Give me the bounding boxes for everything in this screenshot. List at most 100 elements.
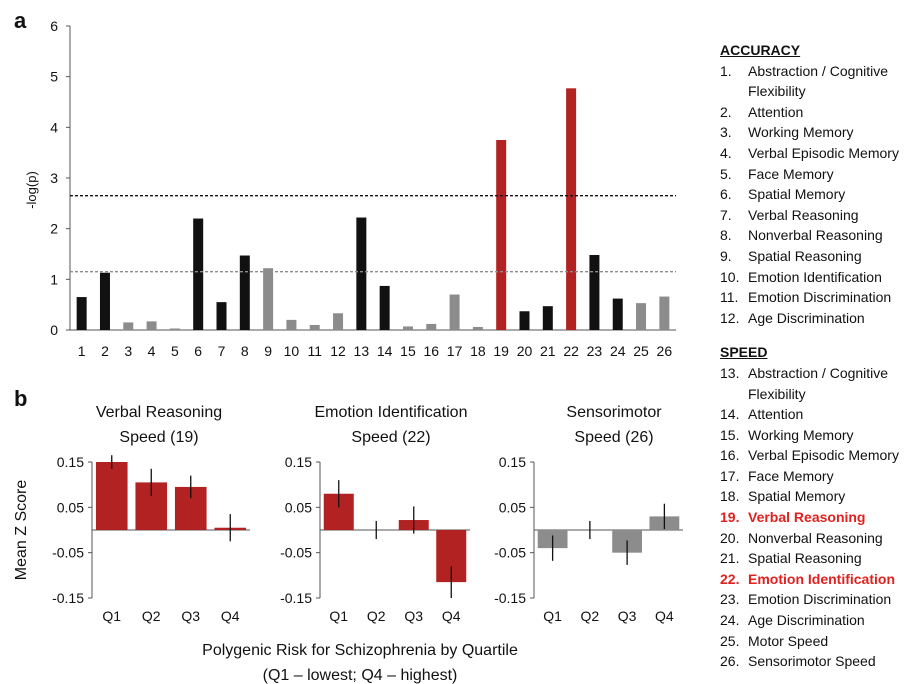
panel-b2-x-tick-label: Q3 bbox=[404, 608, 423, 624]
panel-a-x-tick-label: 11 bbox=[307, 343, 322, 359]
panel-a-x-tick-label: 25 bbox=[633, 343, 649, 359]
panel-a-x-tick-label: 5 bbox=[171, 343, 179, 359]
legend-accuracy-item-label: Spatial Reasoning bbox=[748, 247, 862, 264]
panel-a-x-tick-label: 13 bbox=[354, 343, 370, 359]
panel-a-x-tick-label: 1 bbox=[78, 343, 86, 359]
legend-accuracy-item-label: Working Memory bbox=[748, 124, 854, 141]
legend-accuracy-item-3: 3. Working Memory bbox=[720, 122, 919, 143]
panel-a-bar-24 bbox=[612, 298, 623, 330]
panel-b3-y-tick-label: -0.05 bbox=[494, 545, 526, 561]
legend-accuracy-item-2: 2. Attention bbox=[720, 102, 919, 123]
legend-accuracy-item-7: 7. Verbal Reasoning bbox=[720, 205, 919, 226]
legend-speed-item-label: Attention bbox=[748, 406, 804, 423]
legend-speed-item-3: 15. Working Memory bbox=[720, 425, 919, 446]
panel-b3-x-tick-label: Q3 bbox=[618, 608, 637, 624]
panel-a-bar-18 bbox=[472, 326, 483, 330]
panel-b1-title-line-2: Speed (19) bbox=[119, 429, 198, 446]
legend-accuracy-item-label: Nonverbal Reasoning bbox=[748, 227, 883, 244]
legend-speed-item-4: 16. Verbal Episodic Memory bbox=[720, 445, 919, 466]
panel-a-bar-7 bbox=[216, 302, 227, 330]
panel-a-bar-8 bbox=[239, 255, 250, 330]
legend-accuracy-item-11: 11. Emotion Discrimination bbox=[720, 287, 919, 308]
legend-speed-heading: SPEED bbox=[720, 344, 768, 361]
legend-speed-item-number: 18. bbox=[720, 488, 740, 505]
legend-speed-item-number: 20. bbox=[720, 529, 740, 546]
legend-speed-item-label: Emotion Identification bbox=[748, 570, 895, 587]
panel-a-x-tick-label: 16 bbox=[423, 343, 439, 359]
legend-speed-item-13: 25. Motor Speed bbox=[720, 631, 919, 652]
panel-b1-title-line-1: Verbal Reasoning bbox=[96, 404, 222, 421]
panel-a-x-tick-label: 22 bbox=[563, 343, 579, 359]
legend-accuracy-item-label: Verbal Reasoning bbox=[748, 206, 859, 223]
panel-a-bar-26 bbox=[659, 296, 670, 330]
panel-b-x-axis-label: Polygenic Risk for Schizophrenia by Quar… bbox=[202, 642, 518, 659]
panel-a-bar-15 bbox=[402, 326, 413, 330]
legend-accuracy-item-number: 6. bbox=[720, 186, 732, 203]
legend-accuracy-item-number: 12. bbox=[720, 309, 740, 326]
panel-b3-y-tick-label: 0.05 bbox=[499, 499, 526, 515]
panel-a-bar-14 bbox=[379, 285, 390, 330]
panel-a-x-tick-label: 9 bbox=[264, 343, 272, 359]
legend-accuracy-item-label: Verbal Episodic Memory bbox=[748, 144, 899, 161]
legend-accuracy-item-1: 1. Abstraction / Cognitive Flexibility bbox=[720, 61, 919, 102]
panel-a-bar-19 bbox=[496, 140, 507, 330]
panel-a-y-tick-label: 5 bbox=[50, 69, 58, 85]
panel-b2-x-tick-label: Q4 bbox=[442, 608, 461, 624]
legend-accuracy-item-number: 5. bbox=[720, 165, 732, 182]
legend-speed-item-number: 14. bbox=[720, 406, 740, 423]
panel-b-y-axis-label: Mean Z Score bbox=[13, 480, 30, 581]
panel-a-y-tick-label: 1 bbox=[50, 271, 58, 287]
legend-accuracy-item-label: Emotion Identification bbox=[748, 268, 882, 285]
panel-b2-x-tick-label: Q1 bbox=[329, 608, 348, 624]
legend-accuracy-item-4: 4. Verbal Episodic Memory bbox=[720, 143, 919, 164]
panel-a-x-tick-label: 26 bbox=[657, 343, 673, 359]
panel-a-bar-4 bbox=[146, 321, 157, 330]
legend-accuracy-item-5: 5. Face Memory bbox=[720, 164, 919, 185]
panel-a-bar-25 bbox=[636, 303, 647, 330]
legend-speed-item-number: 16. bbox=[720, 447, 740, 464]
panel-a-x-tick-label: 24 bbox=[610, 343, 626, 359]
panel-b1-y-tick-label: -0.15 bbox=[52, 590, 84, 606]
panel-a-bar-20 bbox=[519, 311, 530, 330]
panel-b1-x-tick-label: Q1 bbox=[102, 608, 121, 624]
panel-b3-y-tick-label: -0.15 bbox=[494, 590, 526, 606]
panel-a-x-tick-label: 21 bbox=[540, 343, 556, 359]
legend-speed-item-2: 14. Attention bbox=[720, 404, 919, 425]
panel-a-x-tick-label: 15 bbox=[400, 343, 416, 359]
legend-accuracy-item-number: 11. bbox=[720, 289, 739, 306]
legend-speed-item-number: 26. bbox=[720, 653, 740, 670]
legend-speed-item-label: Motor Speed bbox=[748, 632, 829, 649]
panel-b2-x-tick-label: Q2 bbox=[367, 608, 386, 624]
panel-a-bar-6 bbox=[193, 218, 204, 330]
panel-a-x-tick-label: 3 bbox=[124, 343, 132, 359]
panel-label-b: b bbox=[14, 386, 27, 411]
panel-a-x-tick-label: 17 bbox=[447, 343, 463, 359]
legend-accuracy-item-label: Spatial Memory bbox=[748, 186, 846, 203]
panel-a-x-tick-label: 14 bbox=[377, 343, 393, 359]
panel-a-bar-3 bbox=[123, 322, 134, 330]
panel-b1-y-tick-label: -0.05 bbox=[52, 545, 84, 561]
panel-a-bar-23 bbox=[589, 255, 600, 330]
legend-accuracy-item-label: Abstraction / Cognitive Flexibility bbox=[748, 62, 889, 100]
legend-speed-item-label: Abstraction / Cognitive Flexibility bbox=[748, 364, 889, 402]
legend-speed-item-number: 24. bbox=[720, 612, 740, 629]
panel-a-x-tick-label: 7 bbox=[218, 343, 226, 359]
legend-accuracy-item-number: 3. bbox=[720, 124, 732, 141]
panel-b-x-axis-sublabel: (Q1 – lowest; Q4 – highest) bbox=[263, 667, 458, 684]
panel-label-a: a bbox=[14, 8, 27, 33]
legend-accuracy-item-9: 9. Spatial Reasoning bbox=[720, 246, 919, 267]
panel-b2-y-tick-label: 0.15 bbox=[285, 454, 312, 470]
panel-a-y-tick-label: 3 bbox=[50, 170, 58, 186]
panel-b3-x-tick-label: Q1 bbox=[543, 608, 562, 624]
panel-b2-title-line-1: Emotion Identification bbox=[315, 404, 468, 421]
legend-speed-item-10: 22. Emotion Identification bbox=[720, 569, 919, 590]
legend-accuracy-item-number: 7. bbox=[720, 206, 732, 223]
legend-speed-item-number: 15. bbox=[720, 426, 740, 443]
legend-accuracy-item-8: 8. Nonverbal Reasoning bbox=[720, 225, 919, 246]
panel-b1-x-tick-label: Q2 bbox=[142, 608, 161, 624]
panel-a-y-tick-label: 2 bbox=[50, 221, 58, 237]
panel-a-y-tick-label: 0 bbox=[50, 322, 58, 338]
legend-speed-item-label: Verbal Episodic Memory bbox=[748, 447, 899, 464]
panel-b2-y-tick-label: -0.15 bbox=[280, 590, 312, 606]
